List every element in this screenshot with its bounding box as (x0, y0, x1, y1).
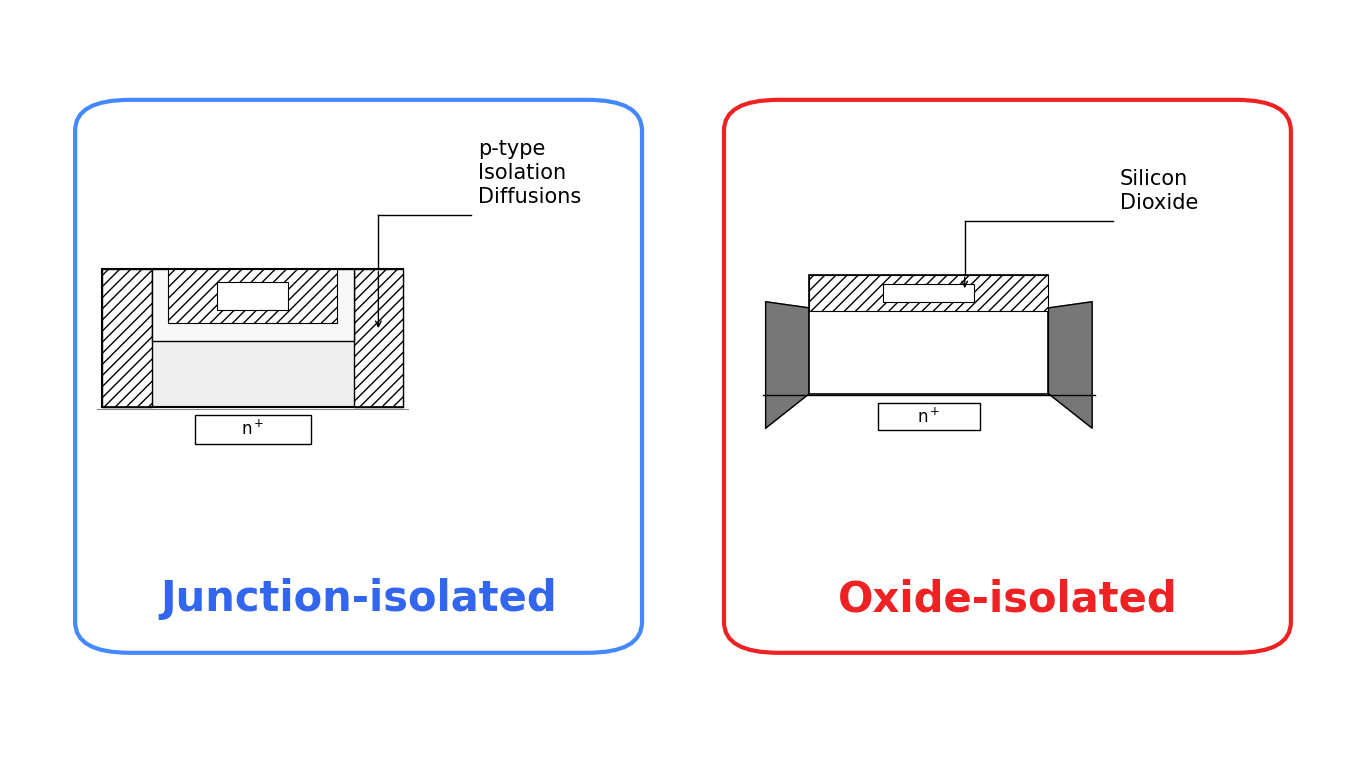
Bar (168, 269, 337, 323)
Bar (217, 282, 288, 310)
Bar (809, 275, 1049, 312)
Text: Oxide-isolated: Oxide-isolated (837, 578, 1177, 620)
Bar (809, 275, 1049, 394)
Bar (102, 269, 152, 407)
Bar (878, 403, 981, 431)
Text: n$^+$: n$^+$ (240, 419, 265, 439)
FancyBboxPatch shape (75, 100, 642, 653)
Bar (152, 269, 354, 341)
Polygon shape (765, 302, 809, 429)
FancyBboxPatch shape (724, 100, 1291, 653)
Polygon shape (1049, 302, 1093, 429)
Text: p-type
Isolation
Diffusions: p-type Isolation Diffusions (478, 139, 582, 207)
Bar (194, 415, 311, 444)
Text: Junction-isolated: Junction-isolated (160, 578, 557, 620)
Bar (884, 284, 974, 303)
Bar (354, 269, 403, 407)
Text: Silicon
Dioxide: Silicon Dioxide (1120, 169, 1198, 214)
Bar (102, 269, 403, 407)
Text: n$^+$: n$^+$ (917, 407, 941, 426)
